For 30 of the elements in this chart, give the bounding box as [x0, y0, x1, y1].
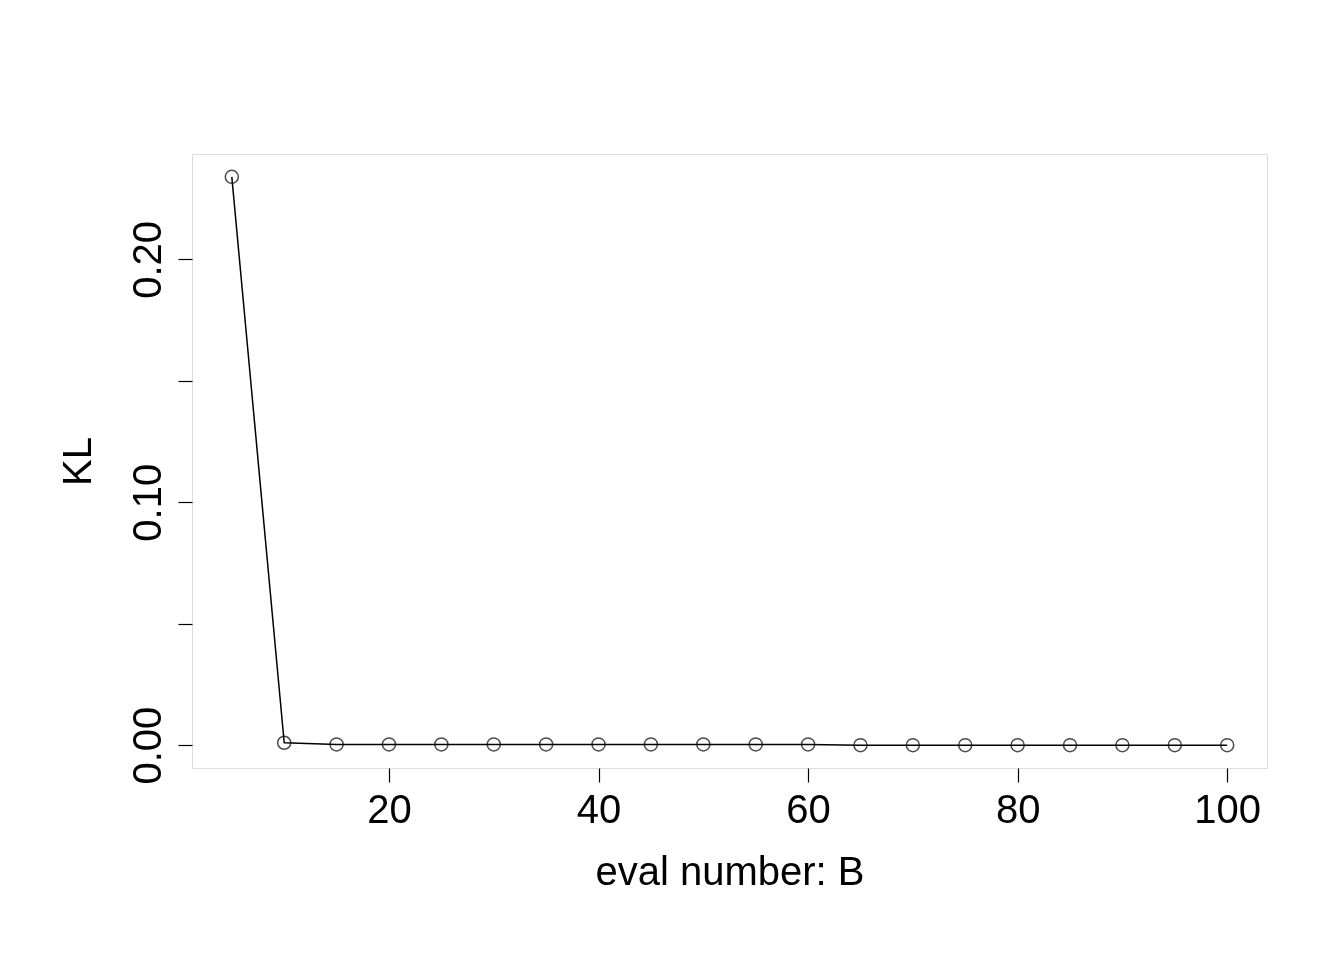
point — [1219, 737, 1235, 753]
point — [538, 737, 554, 752]
point — [486, 737, 502, 752]
y-axis-title: KL — [54, 437, 99, 486]
point — [224, 169, 240, 185]
point — [381, 737, 397, 752]
point — [1010, 737, 1025, 753]
x-tick-label: 20 — [367, 786, 412, 831]
point — [748, 737, 763, 752]
point — [1062, 737, 1078, 753]
x-tick-label: 100 — [1194, 786, 1262, 831]
point — [276, 735, 292, 750]
x-tick-label: 60 — [786, 786, 831, 831]
x-tick-label: 80 — [995, 786, 1041, 831]
point — [434, 737, 449, 752]
point — [853, 737, 868, 753]
point — [643, 737, 659, 752]
x-tick-label: 40 — [576, 786, 622, 831]
point — [957, 737, 973, 753]
x-axis-title: eval number: B — [595, 848, 865, 893]
point — [800, 737, 816, 752]
point — [591, 737, 606, 752]
y-tick-label: 0.10 — [124, 463, 169, 542]
point — [1115, 737, 1130, 753]
point — [696, 737, 711, 752]
point — [905, 737, 921, 753]
point — [1167, 737, 1183, 753]
y-tick-label: 0.00 — [124, 706, 169, 785]
y-tick-label: 0.20 — [124, 220, 169, 299]
point — [329, 737, 344, 752]
